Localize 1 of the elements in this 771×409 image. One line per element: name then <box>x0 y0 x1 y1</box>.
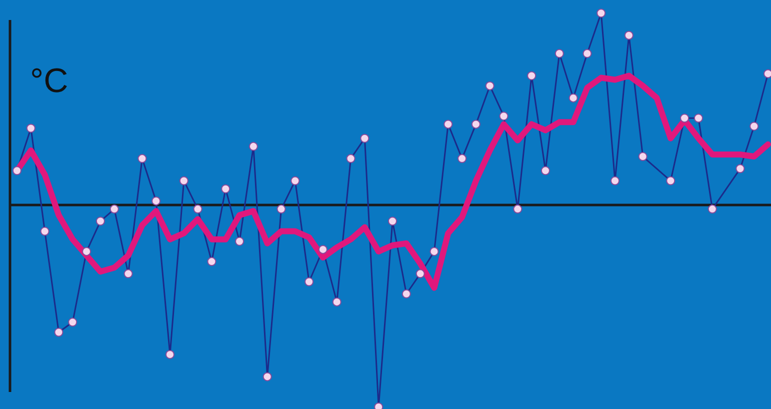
y-axis-title: °C <box>30 62 68 100</box>
